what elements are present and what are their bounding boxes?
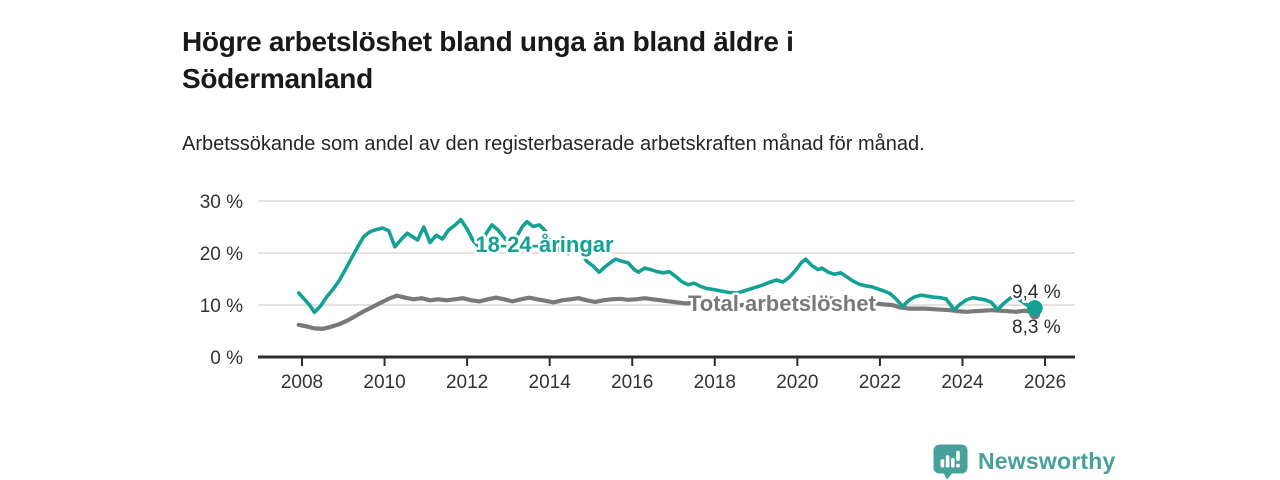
x-tick-label: 2022	[859, 372, 901, 393]
x-tick-label: 2012	[446, 372, 488, 393]
chart-title: Högre arbetslöshet bland unga än bland ä…	[182, 25, 794, 94]
x-tick-label: 2008	[281, 372, 323, 393]
end-value-total: 8,3 %	[1012, 317, 1061, 338]
x-tick-label: 2010	[363, 372, 405, 393]
newsworthy-logo-icon	[933, 444, 968, 480]
series-label-18-24: 18-24-åringar	[475, 232, 614, 257]
y-tick-label: 10 %	[200, 296, 243, 317]
chart-subtitle: Arbetssökande som andel av den registerb…	[182, 133, 925, 155]
y-tick-label: 0 %	[210, 348, 243, 369]
series-line-total	[296, 293, 1037, 331]
series-end-dot-18-24	[1026, 300, 1043, 317]
newsworthy-wordmark: Newsworthy	[978, 448, 1116, 474]
x-tick-label: 2020	[776, 372, 818, 393]
series-line-18-24	[296, 217, 1037, 315]
x-tick-label: 2018	[694, 372, 736, 393]
y-tick-label: 30 %	[200, 192, 243, 213]
speech-bubble-shape	[933, 444, 968, 480]
x-tick-label: 2014	[529, 372, 572, 393]
series-end-dot-total	[1029, 308, 1041, 320]
x-tick-label: 2016	[611, 372, 653, 393]
y-tick-label: 20 %	[200, 244, 243, 265]
bar-chart-glyph	[940, 450, 960, 468]
end-value-18-24: 9,4 %	[1012, 282, 1061, 303]
x-tick-label: 2026	[1024, 372, 1066, 393]
series-label-total: Total arbetslöshet	[688, 291, 877, 316]
x-tick-label: 2024	[941, 372, 984, 393]
newsworthy-logo: Newsworthy	[932, 443, 1115, 480]
